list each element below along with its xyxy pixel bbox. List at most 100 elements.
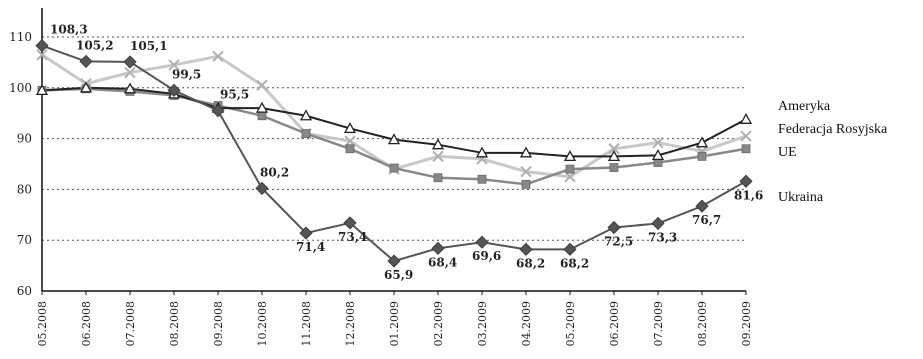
- x-tick-label: 10.2008: [256, 301, 269, 347]
- x-tick-label: 07.2009: [652, 301, 665, 347]
- data-point-federacja-rosyjska: [652, 136, 664, 149]
- data-label: 73,4: [338, 230, 367, 244]
- data-point-ukraina: [607, 220, 621, 235]
- data-point-ukraina: [343, 216, 357, 230]
- data-point-ameryka: [431, 138, 445, 150]
- data-point-ameryka: [695, 136, 709, 148]
- data-point-ue: [697, 151, 707, 161]
- data-point-ameryka: [123, 82, 137, 94]
- x-tick-label: 09.2008: [212, 301, 225, 347]
- data-point-ukraina: [695, 199, 709, 213]
- data-point-ameryka: [519, 146, 533, 158]
- data-label: 68,2: [516, 256, 545, 270]
- y-tick-label: 100: [9, 81, 32, 95]
- data-label: 71,4: [296, 240, 325, 254]
- data-label: 76,7: [692, 213, 721, 227]
- x-tick-label: 06.2009: [608, 301, 621, 347]
- legend-entry: Federacja Rosyjska: [778, 122, 888, 137]
- data-point-ameryka: [343, 122, 357, 134]
- data-point-federacja-rosyjska: [36, 49, 48, 61]
- data-point-ue: [521, 179, 531, 189]
- y-tick-label: 110: [9, 30, 32, 44]
- x-tick-label: 02.2009: [432, 301, 445, 347]
- data-label: 105,2: [76, 38, 114, 52]
- data-point-ukraina: [255, 181, 269, 195]
- data-label: 65,9: [384, 268, 413, 282]
- x-tick-label: 03.2009: [476, 301, 489, 347]
- x-tick-label: 08.2008: [168, 301, 181, 347]
- x-tick-label: 08.2009: [696, 301, 709, 347]
- data-label: 68,2: [560, 256, 589, 270]
- data-point-ameryka: [299, 109, 313, 121]
- data-point-federacja-rosyjska: [740, 130, 752, 142]
- data-point-ukraina: [519, 242, 533, 256]
- legend-entry: Ukraina: [778, 190, 824, 205]
- data-label: 68,4: [428, 255, 457, 269]
- data-point-ue: [609, 163, 619, 172]
- legend-entry: UE: [778, 145, 797, 160]
- data-point-ue: [257, 111, 267, 121]
- data-point-ukraina: [211, 104, 225, 118]
- data-label: 105,1: [130, 39, 168, 53]
- data-point-ameryka: [255, 101, 269, 113]
- series-line-ukraina: [41, 44, 747, 263]
- data-label: 80,2: [260, 165, 289, 179]
- data-point-ameryka: [475, 146, 489, 158]
- data-point-federacja-rosyjska: [256, 79, 268, 91]
- data-point-ukraina: [387, 254, 401, 268]
- x-tick-label: 04.2009: [520, 301, 533, 347]
- x-tick-label: 06.2008: [80, 301, 93, 347]
- data-point-ameryka: [35, 84, 49, 95]
- data-point-ue: [345, 144, 355, 154]
- data-point-ue: [301, 129, 311, 138]
- legend: Ameryka Federacja Rosyjska UE Ukraina: [778, 99, 888, 205]
- data-point-ue: [477, 174, 487, 184]
- data-point-ukraina: [431, 241, 445, 255]
- y-tick-label: 60: [17, 284, 32, 298]
- data-point-ameryka: [387, 133, 401, 145]
- x-tick-label: 05.2008: [36, 301, 49, 347]
- data-point-ukraina: [167, 83, 181, 97]
- x-tick-label: 12.2008: [344, 301, 357, 347]
- x-tick-label: 05.2009: [564, 301, 577, 347]
- data-point-federacja-rosyjska: [432, 150, 444, 163]
- data-label: 108,3: [50, 23, 88, 37]
- data-label: 72,5: [604, 235, 633, 249]
- y-tick-label: 80: [17, 182, 32, 196]
- data-point-ameryka: [739, 112, 753, 124]
- legend-entry: Ameryka: [778, 99, 831, 114]
- x-tick-label: 11.2008: [300, 301, 313, 347]
- data-point-ukraina: [563, 242, 577, 256]
- data-point-ukraina: [79, 54, 93, 68]
- data-label: 73,3: [648, 230, 677, 244]
- data-point-ue: [741, 144, 751, 154]
- data-point-ukraina: [123, 55, 137, 69]
- data-point-ukraina: [35, 39, 49, 53]
- data-point-federacja-rosyjska: [124, 66, 136, 79]
- data-label: 99,5: [172, 67, 201, 81]
- y-tick-labels: 60 70 80 90 100 110: [9, 30, 32, 298]
- data-point-federacja-rosyjska: [168, 59, 180, 71]
- x-tick-labels: 05.2008 06.2008 07.2008 08.2008 09.2008 10.20…: [36, 301, 753, 347]
- data-point-federacja-rosyjska: [212, 50, 224, 63]
- series-lines: [41, 44, 747, 263]
- data-point-ameryka: [651, 149, 665, 161]
- y-tick-label: 70: [17, 233, 32, 247]
- data-point-ue: [565, 164, 575, 174]
- data-point-federacja-rosyjska: [520, 165, 532, 178]
- y-tick-label: 90: [17, 132, 32, 146]
- data-point-ameryka: [79, 81, 93, 93]
- data-point-ukraina: [651, 216, 665, 231]
- x-tick-label: 07.2008: [124, 301, 137, 347]
- data-point-ameryka: [563, 150, 577, 162]
- series-markers: [35, 39, 753, 268]
- x-tick-label: 01.2009: [388, 301, 401, 347]
- data-point-ue: [389, 163, 399, 173]
- data-label: 95,5: [220, 88, 249, 102]
- data-point-federacja-rosyjska: [608, 143, 620, 155]
- data-point-ameryka: [607, 150, 621, 162]
- data-point-ukraina: [739, 174, 753, 188]
- data-point-ue: [433, 173, 443, 183]
